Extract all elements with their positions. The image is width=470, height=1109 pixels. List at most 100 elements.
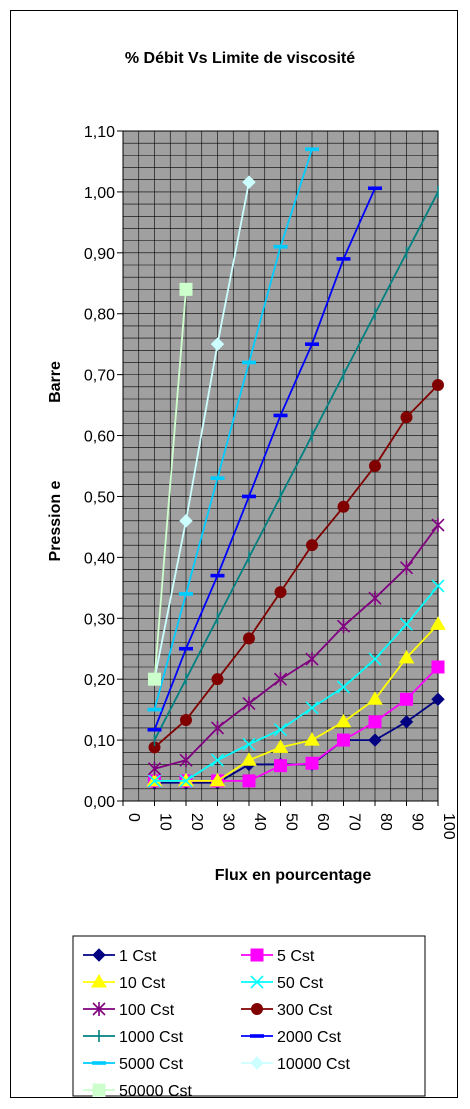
data-point <box>179 592 193 596</box>
data-point <box>210 720 225 735</box>
x-tick-label: 30 <box>220 813 237 831</box>
data-point <box>336 619 351 634</box>
legend-label: 1000 Cst <box>119 1029 184 1046</box>
data-point <box>210 337 225 351</box>
series-layer <box>146 147 446 790</box>
series-2000-cst <box>147 186 382 732</box>
legend-item: 300 Cst <box>241 1002 333 1019</box>
data-point <box>241 752 257 766</box>
data-point <box>92 948 106 962</box>
data-point <box>211 673 224 686</box>
data-point <box>368 652 382 666</box>
y-tick-label: 0,50 <box>84 489 115 506</box>
data-point <box>148 672 161 686</box>
data-point <box>147 774 162 788</box>
data-point <box>431 518 445 533</box>
data-point <box>398 649 415 664</box>
legend-item: 1000 Cst <box>83 1029 184 1046</box>
series-line <box>153 191 439 741</box>
data-point <box>179 514 193 528</box>
x-tick-label: 80 <box>377 813 394 831</box>
data-point <box>179 753 193 768</box>
data-point <box>273 672 288 687</box>
y-tick-label: 0,40 <box>84 550 115 567</box>
data-point <box>305 147 319 152</box>
data-point <box>242 774 256 788</box>
legend-label: 50000 Cst <box>119 1083 192 1099</box>
x-axis-label: Flux en pourcentage <box>215 867 372 884</box>
data-point <box>250 1056 264 1070</box>
data-point <box>242 494 256 499</box>
y-tick-label: 1,00 <box>84 185 115 202</box>
data-point <box>250 948 264 962</box>
series-line <box>154 585 439 782</box>
chart-frame: % Débit Vs Limite de viscosité Pression … <box>10 10 458 1099</box>
data-point <box>91 974 107 988</box>
data-point <box>210 476 225 480</box>
data-point <box>272 739 289 753</box>
legend-label: 1 Cst <box>119 948 157 965</box>
data-point <box>147 707 162 712</box>
x-tick-label: 40 <box>251 813 268 831</box>
data-point <box>368 186 382 191</box>
series-1000-cst <box>153 185 439 747</box>
y-tick-label: 0,10 <box>84 733 115 750</box>
data-point <box>210 573 225 578</box>
legend-label: 100 Cst <box>119 1002 175 1019</box>
legend-item: 50000 Cst <box>83 1083 192 1099</box>
series-100-cst <box>147 518 445 776</box>
chart-title: % Débit Vs Limite de viscosité <box>125 50 355 67</box>
data-point <box>273 413 288 418</box>
data-point <box>92 1083 106 1097</box>
legend-label: 10 Cst <box>119 975 166 992</box>
y-tick-label: 0,70 <box>84 368 115 385</box>
x-tick-label: 0 <box>125 813 142 822</box>
grid <box>123 131 438 801</box>
data-point <box>336 257 351 261</box>
series-line <box>154 623 439 782</box>
data-point <box>250 975 264 989</box>
legend-label: 5 Cst <box>277 948 315 965</box>
y-tick-label: 0,60 <box>84 429 115 446</box>
data-point <box>305 652 319 667</box>
data-point <box>368 591 382 606</box>
data-point <box>306 539 318 552</box>
data-point <box>251 1003 263 1015</box>
legend-label: 300 Cst <box>277 1002 333 1019</box>
legend-item: 50 Cst <box>241 975 324 992</box>
series-line <box>153 187 376 731</box>
data-point <box>368 715 382 729</box>
legend-item: 10000 Cst <box>241 1056 350 1073</box>
y-tick-label: 0,30 <box>84 611 115 628</box>
series-10-cst <box>146 616 446 787</box>
series-50-cst <box>147 579 445 788</box>
series-line <box>153 289 187 680</box>
data-point <box>431 692 445 706</box>
data-point <box>179 774 193 788</box>
legend-item: 2000 Cst <box>241 1029 342 1046</box>
data-point <box>179 646 193 651</box>
legend-label: 10000 Cst <box>277 1056 350 1073</box>
legend-label: 2000 Cst <box>277 1029 342 1046</box>
data-point <box>305 756 319 770</box>
data-point <box>337 500 350 513</box>
legend-item: 5 Cst <box>241 948 315 965</box>
data-point <box>242 696 256 711</box>
data-point <box>242 360 256 365</box>
data-point <box>400 692 413 706</box>
data-point <box>335 713 352 728</box>
data-point <box>210 753 225 767</box>
legend-item: 1 Cst <box>83 948 157 965</box>
data-point <box>400 411 413 424</box>
y-tick-label: 0,90 <box>84 246 115 263</box>
x-tick-label: 20 <box>188 813 205 831</box>
data-point <box>274 759 287 773</box>
x-tick-label: 50 <box>283 813 300 831</box>
x-tick-label: 60 <box>314 813 331 831</box>
data-point <box>147 761 162 776</box>
legend-label: 50 Cst <box>277 975 324 992</box>
data-point <box>369 460 381 472</box>
x-tick-label: 10 <box>157 813 174 831</box>
x-tick-label: 100 <box>440 813 457 840</box>
data-point <box>337 733 350 747</box>
